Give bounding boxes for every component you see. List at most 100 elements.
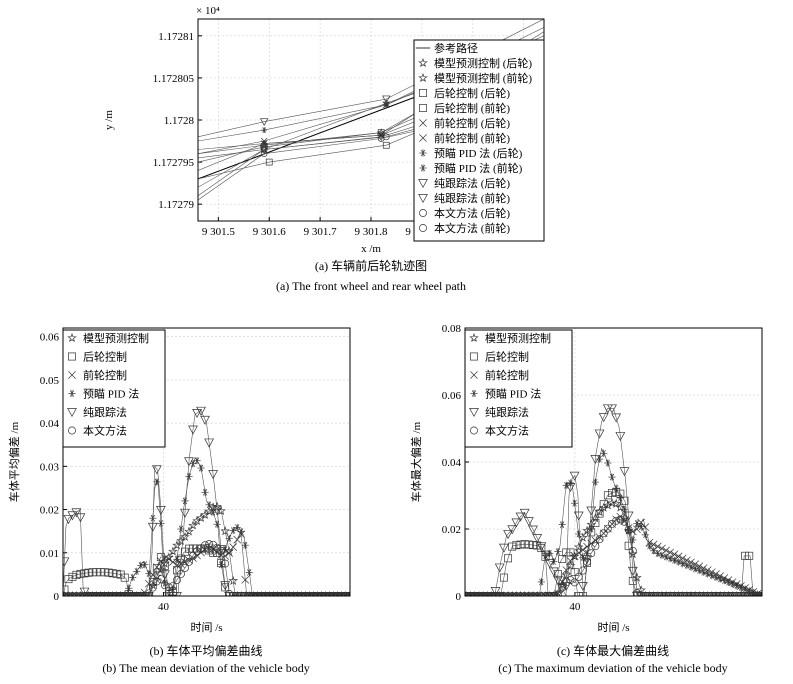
mean-dev-chart-ytick-label: 0.03 [40,461,60,473]
path-chart-series-7-point [261,127,268,134]
max-dev-chart-series-0-point [611,498,621,508]
mean-dev-chart-series-5-point-shape [249,592,258,596]
max-dev-chart-series-4-point-shape [511,518,522,528]
max-dev-chart-series-5-point-shape [554,590,562,596]
mean-dev-chart-legend-label: 模型预测控制 [83,331,149,345]
mean-dev-chart-series-2-point-shape [132,592,138,596]
mean-dev-chart-series-0-point [216,505,226,516]
max-dev-chart-series-5-point-shape [736,592,745,596]
max-dev-chart-series-1-point-shape [608,489,616,497]
max-dev-chart-series-1-point-shape [558,555,567,563]
max-dev-chart-series-4-point-shape [598,413,609,423]
mean-dev-chart-series-5-point-shape [225,589,234,596]
mean-dev-chart-series-1-point [84,568,93,577]
max-dev-chart-series-5-point-shape [570,578,579,587]
mean-dev-chart-series-5-point-shape [104,592,113,596]
mean-dev-chart: 0 0.01 0.02 0.03 0.04 0.05 0.06 40 模型预测控制后轮控制前轮控… [7,327,351,675]
max-dev-chart-series-5-point [699,592,708,596]
mean-dev-chart-ylabel: 车体平均偏差 /m [7,421,21,502]
max-dev-chart-series-2-point [570,552,579,560]
mean-dev-chart-series-2-point-shape [153,563,161,571]
mean-dev-chart-series-5-point [329,592,338,596]
mean-dev-chart-series-3-point [213,520,221,528]
max-dev-chart-series-4-point [573,511,584,521]
max-dev-chart-series-3-point [728,580,737,588]
path-chart-series-9-point [382,95,391,104]
max-dev-chart-series-5-point [479,592,488,596]
mean-dev-chart-series-3-point [205,501,213,509]
mean-dev-chart-series-2-point [233,535,242,544]
max-dev-chart-legend-marker-0-shape [469,332,479,343]
max-dev-chart-series-1-point-shape [599,500,608,509]
mean-dev-chart-ytick-label: 0.04 [40,418,60,430]
mean-dev-chart-series-4-point [196,406,206,416]
max-dev-chart-series-5-point [574,572,583,581]
max-dev-chart-series-4-point [494,563,505,573]
max-dev-chart-series-5-point-shape [591,542,600,551]
mean-dev-chart-series-2-point-shape [233,535,242,544]
mean-dev-chart-series-5-point [88,592,97,596]
max-dev-chart-series-5-point-shape [724,592,733,596]
mean-dev-chart-series-1-point-shape [185,544,193,553]
max-dev-chart-series-1-point [524,540,533,549]
max-dev-chart-series-2-point-shape [687,558,695,567]
mean-dev-chart-series-5-point [313,592,322,596]
path-chart-legend-marker-11-shape [419,209,427,217]
path-chart-series-11-point [260,146,268,153]
path-chart-xtick-label: 9 301.6 [253,226,287,238]
max-dev-chart-series-4-point [498,543,509,553]
mean-dev-chart-series-5-point [225,589,234,596]
mean-dev-chart-series-1-point-shape [104,568,113,577]
mean-dev-chart-series-3-point [221,545,229,554]
max-dev-chart-series-3-point [670,556,678,564]
max-dev-chart-series-5-point [541,592,550,596]
mean-dev-chart-frame [62,327,351,597]
mean-dev-chart-series-4-point [200,415,210,425]
path-chart-legend-marker-10-shape [418,194,428,204]
mean-dev-chart-series-1-point-shape [96,568,105,577]
max-dev-chart-series-5-point [745,592,754,596]
max-dev-chart-series-5-point [620,517,629,526]
mean-dev-chart-xlabel: 时间 /s [190,621,222,634]
mean-dev-chart-series-5-point [237,592,246,596]
max-dev-chart-series-5-point [674,592,683,596]
max-dev-chart-series-1-point [529,541,537,549]
mean-dev-chart-series-5-point [64,592,73,596]
mean-dev-chart-series-0-point-shape [184,526,194,536]
mean-dev-chart-series-2-point-shape [128,592,133,596]
mean-dev-chart-series-1-point-shape [120,573,129,582]
max-dev-chart-series-5-point-shape [687,592,695,596]
max-dev-chart-series-4-point-shape [573,511,584,521]
mean-dev-chart-legend-label: 纯跟踪法 [83,405,127,419]
max-dev-chart-series-4-point [528,525,538,535]
mean-dev-chart-series-5-point [172,576,181,584]
max-dev-chart-series-5-point [678,592,687,596]
max-dev-chart-series-2-point-shape [540,592,546,596]
mean-dev-chart-series-5-point [269,592,278,596]
mean-dev-chart-series-2-point-shape [128,592,134,596]
max-dev-chart-legend-label: 预瞄 PID 法 [485,387,541,401]
max-dev-chart-series-4-point [577,581,588,592]
path-chart-series-11-point-shape [260,146,268,153]
mean-dev-chart-series-1-point [80,569,89,578]
max-dev-chart-series-5-point [603,524,612,533]
max-dev-chart-series-5-point [483,592,492,596]
mean-dev-chart-series-3-point [185,473,193,481]
max-dev-chart-series-5-point [495,592,504,596]
max-dev-chart-series-4-point [611,413,622,423]
max-dev-chart-series-3-point [641,531,649,539]
mean-dev-chart-series-4-point-shape [79,587,90,596]
max-dev-chart-series-4-point-shape [569,471,580,481]
max-dev-chart-series-4-point [536,542,547,552]
mean-dev-chart-series-4-point-shape [147,522,158,532]
max-dev-chart-series-2-point-shape [574,549,583,557]
max-dev-chart-series-1-point-shape [520,540,529,549]
mean-dev-chart-series-5-point-shape [116,592,125,596]
mean-dev-chart-series-4-point-shape [180,508,190,518]
mean-dev-chart-series-5-point [273,592,282,596]
path-chart-legend-box [413,39,545,242]
max-dev-chart-series-3-point [645,542,654,550]
mean-dev-chart-series-2-point [136,592,145,596]
max-dev-chart-series-4-point-shape [528,525,538,535]
mean-dev-chart-series-5-point [132,592,141,596]
